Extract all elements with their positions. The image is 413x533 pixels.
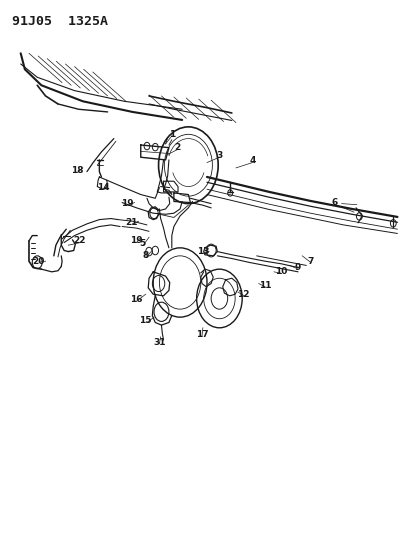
Text: 18: 18 (71, 166, 83, 175)
Text: 11: 11 (258, 281, 271, 289)
Text: 8: 8 (142, 252, 149, 260)
Text: 12: 12 (237, 290, 249, 298)
Text: 14: 14 (97, 183, 109, 192)
Text: 13: 13 (197, 247, 209, 256)
Text: 4: 4 (249, 157, 255, 165)
Text: 1: 1 (168, 130, 175, 139)
Text: 31: 31 (153, 338, 165, 346)
Text: 20: 20 (33, 257, 45, 265)
Text: 17: 17 (195, 330, 208, 339)
Text: 2: 2 (173, 143, 180, 152)
Text: 9: 9 (293, 263, 300, 271)
Text: 15: 15 (139, 317, 152, 325)
Text: 10: 10 (275, 268, 287, 276)
Text: 16: 16 (129, 295, 142, 304)
Text: 91J05  1325A: 91J05 1325A (12, 15, 108, 28)
Text: 5: 5 (139, 239, 146, 247)
Text: 7: 7 (306, 257, 313, 265)
Text: 21: 21 (125, 219, 138, 227)
Text: 19: 19 (121, 199, 133, 208)
Text: 19: 19 (130, 237, 142, 245)
Text: 6: 6 (330, 198, 337, 207)
Text: 22: 22 (73, 237, 85, 245)
Text: 3: 3 (216, 151, 222, 160)
